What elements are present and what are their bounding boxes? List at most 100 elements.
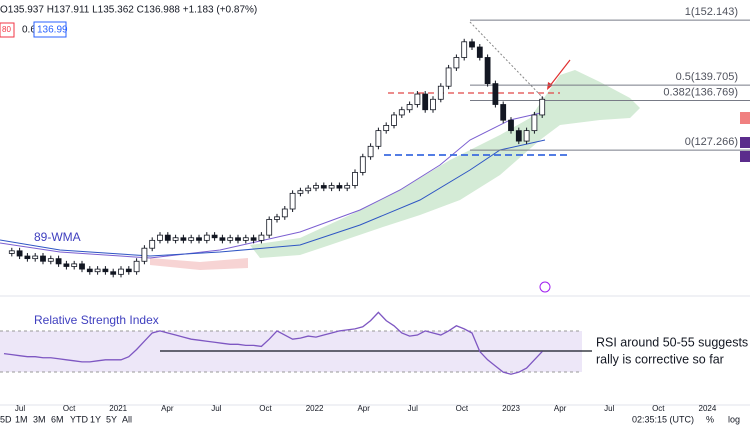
candle xyxy=(227,237,234,241)
x-tick-label: 2023 xyxy=(502,404,520,413)
candle xyxy=(469,41,475,48)
pct-toggle[interactable]: % xyxy=(706,414,714,424)
ma-blue xyxy=(0,139,546,257)
candle xyxy=(461,41,468,58)
log-toggle[interactable]: log xyxy=(728,414,740,424)
candle xyxy=(32,255,39,260)
fib-label: 0.382(136.769) xyxy=(663,86,738,98)
candle xyxy=(55,258,62,265)
axis-tag xyxy=(740,112,750,124)
candle xyxy=(8,250,15,254)
timeframe-button[interactable]: 1Y xyxy=(90,414,101,424)
candle xyxy=(40,255,46,262)
x-tick-label: Apr xyxy=(161,404,174,413)
x-tick-label: Jul xyxy=(211,404,221,413)
x-tick-label: 2024 xyxy=(699,404,717,413)
candle xyxy=(94,268,101,273)
candle xyxy=(86,268,93,273)
candle xyxy=(500,104,507,121)
candle xyxy=(164,234,171,241)
timeframe-button[interactable]: 1M xyxy=(15,414,28,424)
candle xyxy=(172,237,179,241)
fib-label: 1(152.143) xyxy=(685,6,738,18)
timeframe-button[interactable]: 6M xyxy=(51,414,64,424)
candle xyxy=(359,156,366,173)
candle xyxy=(281,208,288,218)
x-tick-label: 2021 xyxy=(109,404,127,413)
candle xyxy=(539,98,546,116)
candle xyxy=(383,125,390,132)
x-tick-label: Apr xyxy=(554,404,567,413)
candle xyxy=(203,234,210,241)
candle xyxy=(242,237,249,241)
candle xyxy=(141,247,148,262)
candle xyxy=(125,268,132,273)
candle xyxy=(515,130,522,142)
candle xyxy=(274,216,280,220)
x-tick-label: Oct xyxy=(259,404,272,413)
x-tick-label: Oct xyxy=(652,404,665,413)
x-tick-label: Jul xyxy=(604,404,614,413)
axis-tag xyxy=(740,151,750,162)
timeframe-button[interactable]: 5D xyxy=(0,414,12,424)
candle xyxy=(133,260,140,273)
candle xyxy=(266,219,273,236)
candle xyxy=(508,119,514,132)
event-icon xyxy=(539,281,551,293)
candle xyxy=(24,255,31,260)
x-tick-label: 2022 xyxy=(306,404,324,413)
candle xyxy=(445,67,452,87)
cloud-red xyxy=(150,258,248,270)
axis-tag xyxy=(740,137,750,148)
x-tick-label: Oct xyxy=(63,404,76,413)
candle xyxy=(297,190,304,194)
candle xyxy=(453,57,460,69)
candle xyxy=(344,185,351,189)
candle xyxy=(437,85,444,100)
candle xyxy=(406,104,413,111)
candle xyxy=(157,234,163,241)
candle xyxy=(71,263,78,267)
candle xyxy=(531,114,538,132)
x-tick-label: Jul xyxy=(408,404,418,413)
price-tag: 136.99 xyxy=(37,25,68,36)
candle xyxy=(328,185,335,189)
left-tag: 80 xyxy=(2,25,11,34)
candle xyxy=(492,83,499,105)
x-tick-label: Oct xyxy=(456,404,469,413)
cloud-green xyxy=(250,70,640,258)
tag-box xyxy=(0,22,15,38)
ohlc: O135.937 H137.911 L135.362 C136.988 +1.1… xyxy=(0,5,257,16)
candle xyxy=(367,145,374,158)
candle xyxy=(414,93,421,105)
arrow-head xyxy=(547,82,553,90)
timeframe-button[interactable]: 3M xyxy=(33,414,46,424)
timeframe-button[interactable]: YTD xyxy=(70,414,89,424)
rsi-note: rally is corrective so far xyxy=(596,352,724,366)
candle xyxy=(235,237,241,241)
timeframe-button[interactable]: All xyxy=(122,414,132,424)
timeframe-button[interactable]: 5Y xyxy=(106,414,117,424)
fib-label: 0.5(139.705) xyxy=(676,71,738,83)
candle xyxy=(149,239,156,249)
candle xyxy=(47,258,54,262)
candle xyxy=(398,109,405,116)
candle xyxy=(180,237,187,241)
candle xyxy=(211,234,218,239)
candle xyxy=(110,271,117,275)
arrow xyxy=(548,59,571,88)
x-tick-label: Apr xyxy=(357,404,370,413)
candle xyxy=(118,268,124,275)
rsi-title: Relative Strength Index xyxy=(34,313,159,327)
candle xyxy=(250,237,257,241)
candle xyxy=(63,263,70,267)
candle xyxy=(313,185,319,189)
candle xyxy=(523,130,530,142)
x-tick-label: Jul xyxy=(15,404,25,413)
candle xyxy=(352,172,358,186)
candle xyxy=(102,268,109,273)
ma-label: 89-WMA xyxy=(34,230,81,244)
candle xyxy=(391,114,397,126)
candle xyxy=(336,185,343,189)
